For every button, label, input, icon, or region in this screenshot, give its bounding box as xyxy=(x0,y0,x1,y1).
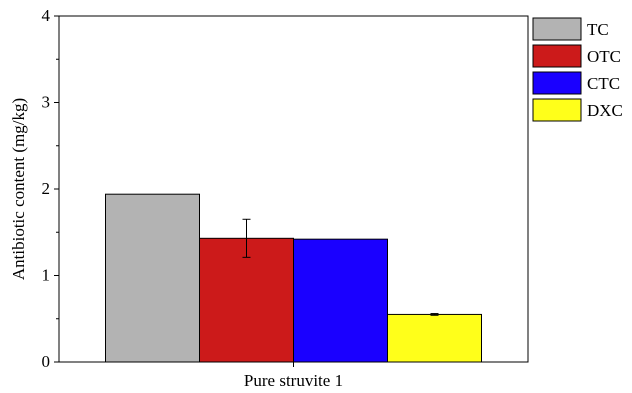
bar-dxc xyxy=(387,313,482,363)
y-tick-label: 3 xyxy=(42,93,51,112)
error-bars xyxy=(242,218,439,316)
legend: TC OTC CTC DXC xyxy=(532,17,623,122)
y-tick-label: 2 xyxy=(42,179,51,198)
legend-label-otc: OTC xyxy=(587,47,621,66)
legend-swatch-dxc xyxy=(532,98,582,122)
bars xyxy=(105,193,482,363)
y-axis-label: Antibiotic content (mg/kg) xyxy=(9,98,28,280)
bar-tc xyxy=(105,193,200,363)
legend-swatch-otc xyxy=(532,44,582,68)
y-tick-label: 0 xyxy=(42,352,51,371)
bar-ctc xyxy=(293,238,388,363)
y-tick-label: 4 xyxy=(42,6,51,25)
y-tick-label: 1 xyxy=(42,266,51,285)
legend-label-tc: TC xyxy=(587,20,609,39)
legend-swatch-ctc xyxy=(532,71,582,95)
legend-label-ctc: CTC xyxy=(587,74,620,93)
x-category-label: Pure struvite 1 xyxy=(244,371,343,390)
x-axis: Pure struvite 1 xyxy=(244,362,343,390)
legend-swatch-tc xyxy=(532,17,582,41)
y-axis: 0 1 2 3 4 xyxy=(42,6,59,371)
legend-label-dxc: DXC xyxy=(587,101,623,120)
